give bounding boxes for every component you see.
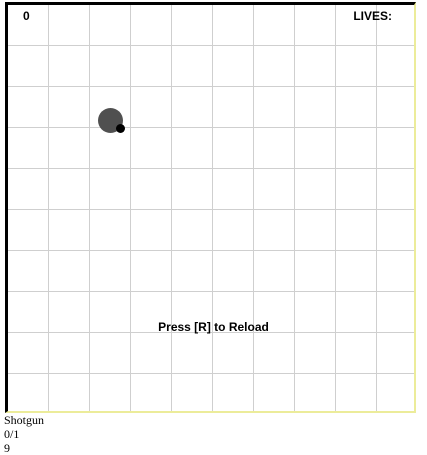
score-counter: 0 (23, 9, 30, 23)
game-canvas[interactable]: 0 LIVES: Press [R] to Reload (5, 2, 416, 413)
ammo-count: 0/1 (4, 427, 20, 441)
player-gun-icon (116, 124, 125, 133)
reserve-count: 9 (4, 441, 10, 455)
lives-label: LIVES: (353, 9, 392, 23)
reload-message: Press [R] to Reload (158, 320, 269, 334)
weapon-name: Shotgun (4, 413, 45, 427)
